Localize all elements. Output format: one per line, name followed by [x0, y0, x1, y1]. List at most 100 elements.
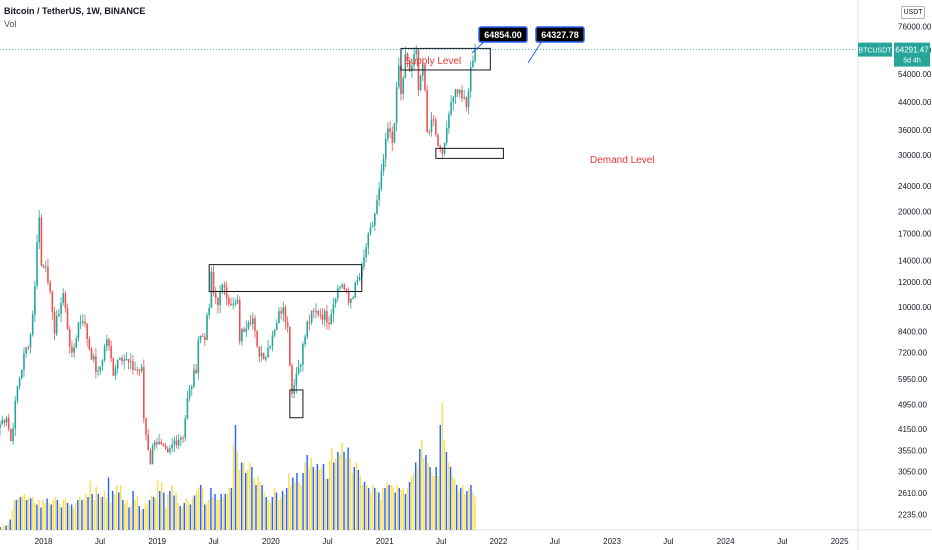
volume-bar [19, 497, 22, 530]
candle-body [437, 134, 439, 146]
price-tick-label: 5950.00 [898, 375, 927, 384]
volume-bar [1, 527, 3, 530]
candle-body [193, 369, 195, 387]
candle-body [36, 242, 38, 286]
candle-body [140, 367, 143, 372]
candle-body [64, 293, 67, 309]
volume-bar [36, 504, 38, 530]
volume-bar [443, 440, 446, 530]
volume-bar [124, 503, 126, 530]
candle-body [90, 348, 93, 360]
candle-body [199, 335, 202, 340]
volume-bar [304, 462, 306, 530]
chart-title: Bitcoin / TetherUS, 1W, BINANCE [4, 6, 146, 16]
candle-body [315, 311, 317, 313]
candle-body [95, 356, 97, 372]
candle-body [432, 119, 435, 121]
candle-body [167, 448, 169, 453]
volume-bar [181, 507, 183, 530]
candle-body [367, 233, 370, 248]
candle-body [1, 420, 3, 425]
volume-bar [140, 510, 143, 530]
candle-body [363, 257, 365, 267]
candle-body [393, 122, 396, 143]
volume-bar [87, 497, 89, 530]
volume-bar [193, 495, 196, 530]
price-tag [894, 42, 930, 67]
candle-body [214, 292, 217, 298]
volume-bar [165, 507, 167, 530]
volume-bar [89, 480, 91, 530]
volume-bar [204, 504, 206, 530]
candle-body [175, 440, 178, 446]
volume-bar [216, 500, 218, 530]
volume-bar [220, 494, 222, 530]
candle-body [472, 60, 474, 68]
candle-body [186, 398, 189, 419]
candle-body [284, 307, 287, 322]
candle-body [469, 67, 472, 92]
volume-bar [163, 492, 165, 530]
time-tick-label: 2025 [831, 537, 849, 546]
candle-body [225, 287, 228, 298]
volume-bar [376, 491, 378, 530]
volume-bar [56, 500, 59, 530]
candle-body [92, 356, 95, 360]
volume-bar [408, 482, 411, 530]
volume-bar [308, 467, 310, 530]
volume-bar [236, 452, 239, 530]
candle-body [241, 328, 243, 342]
candle-body [129, 361, 132, 363]
candle-body [228, 297, 230, 304]
candle-body [332, 303, 335, 315]
volume-bar [277, 500, 280, 530]
volume-bar [34, 503, 36, 530]
time-axis: 2018 Jul 2019 Jul 2020 Jul 2021 Jul 2022 Jul 2023 J… [35, 537, 849, 546]
candle-body [27, 347, 30, 349]
volume-bar [460, 488, 462, 530]
candle-body [153, 442, 156, 447]
candle-body [308, 321, 311, 323]
volume-bar [462, 485, 464, 530]
candle-body [156, 442, 158, 445]
candle-body [114, 368, 117, 376]
volume-bar [425, 455, 427, 530]
volume-bar [32, 497, 34, 530]
price-tick-label: 17000.00 [898, 230, 932, 239]
candle-body [53, 312, 56, 334]
volume-bar [421, 440, 423, 530]
volume-bar [58, 503, 61, 530]
candle-body [254, 318, 256, 331]
candle-body [343, 284, 346, 290]
volume-bar [95, 486, 97, 530]
volume-bar [275, 492, 278, 530]
candle-body [365, 247, 367, 258]
candle-body [262, 352, 265, 360]
candle-body [461, 90, 463, 99]
volume-bar [171, 485, 173, 530]
candle-body [474, 49, 476, 61]
volume-bar [380, 500, 382, 530]
candle-body [339, 287, 341, 289]
candle-body [382, 159, 385, 171]
volume-bar [27, 497, 30, 530]
candle-body [119, 357, 121, 360]
symbol-tag [858, 42, 892, 57]
candle-body [347, 291, 350, 303]
volume-bar [128, 507, 130, 530]
volume-bar [120, 485, 122, 530]
volume-bar [105, 498, 108, 530]
volume-bar [113, 494, 116, 530]
currency-selector[interactable]: USDT [901, 6, 925, 19]
volume-bar [406, 488, 409, 530]
candle-body [256, 330, 258, 347]
volume-bar [294, 482, 296, 530]
volume-bar [25, 500, 28, 530]
candle-body [234, 303, 237, 305]
candle-body [321, 314, 324, 320]
volume-bar [210, 488, 212, 530]
candle-body [323, 311, 326, 320]
candle-body [25, 347, 27, 354]
volume-bar [429, 467, 431, 530]
